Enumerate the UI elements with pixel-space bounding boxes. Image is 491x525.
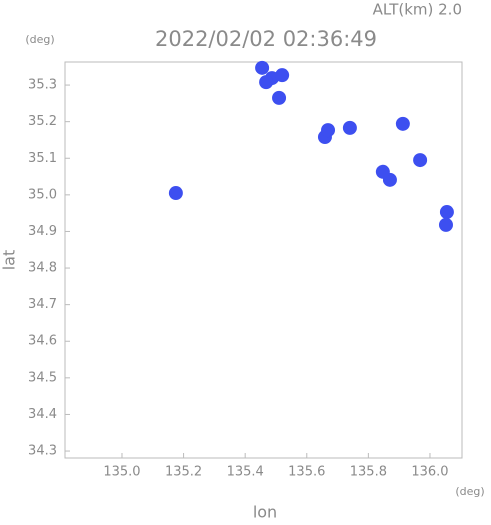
x-tick-label: 135.6 xyxy=(288,465,325,480)
y-tick-label: 34.5 xyxy=(28,370,57,385)
echo-cell xyxy=(342,120,357,135)
echo-cell xyxy=(275,68,290,83)
y-tick-label: 34.7 xyxy=(28,297,57,312)
echo-cell xyxy=(439,205,454,220)
y-tick-label: 34.9 xyxy=(28,224,57,239)
echo-cell xyxy=(413,153,428,168)
echo-cell xyxy=(272,90,287,105)
x-tick-label: 136.0 xyxy=(411,465,448,480)
echo-cell xyxy=(375,164,390,179)
y-unit: (deg) xyxy=(25,33,54,46)
x-tick-label: 135.4 xyxy=(227,465,264,480)
x-unit: (deg) xyxy=(455,485,484,498)
subtitle: ALT(km) 2.0 xyxy=(373,1,462,19)
y-tick-label: 35.2 xyxy=(28,114,57,129)
y-tick-label: 35.0 xyxy=(28,187,57,202)
y-tick-label: 34.6 xyxy=(28,334,57,349)
y-tick-label: 34.3 xyxy=(28,444,57,459)
x-tick-label: 135.2 xyxy=(165,465,202,480)
y-tick-label: 34.4 xyxy=(28,407,57,422)
y-axis-label: lat xyxy=(0,250,19,271)
x-axis-label: lon xyxy=(253,503,277,522)
x-tick-label: 135.8 xyxy=(350,465,387,480)
echo-cell xyxy=(255,60,270,75)
echo-cell xyxy=(438,217,453,232)
echo-cell xyxy=(259,75,274,90)
x-tick-label: 135.0 xyxy=(103,465,140,480)
echo-cell xyxy=(321,123,336,138)
y-tick-label: 34.8 xyxy=(28,261,57,276)
y-tick-label: 35.3 xyxy=(28,78,57,93)
echo-cell xyxy=(168,186,183,201)
y-tick-label: 35.1 xyxy=(28,151,57,166)
echo-cell xyxy=(395,116,410,131)
chart-title: 2022/02/02 02:36:49 xyxy=(155,27,377,51)
